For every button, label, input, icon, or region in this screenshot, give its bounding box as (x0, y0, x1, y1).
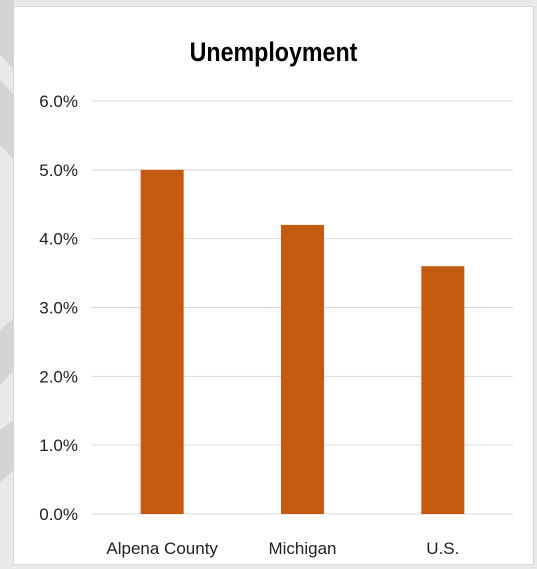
chart-title: Unemployment (189, 37, 358, 67)
y-tick-label: 3.0% (39, 299, 78, 318)
y-tick-label: 6.0% (39, 92, 78, 111)
y-tick-label: 5.0% (39, 161, 78, 180)
bar-alpena-county (140, 169, 184, 515)
x-category-label: Michigan (268, 539, 336, 558)
y-tick-label: 0.0% (39, 505, 78, 524)
x-category-label: U.S. (426, 539, 459, 558)
bar-chart: 0.0% 1.0% 2.0% 3.0% 4.0% 5.0% 6.0% Alpena Count… (39, 92, 513, 558)
y-tick-label: 1.0% (39, 436, 78, 455)
y-tick-label: 2.0% (39, 367, 78, 386)
bar-u-s (421, 266, 465, 514)
bar-michigan (281, 224, 324, 514)
x-category-label: Alpena County (106, 539, 218, 558)
chart-frame: Unemployment 0.0% 1.0% 2.0% 3.0% 4.0% 5.0% 6.0… (13, 6, 534, 565)
y-tick-label: 4.0% (39, 230, 78, 249)
